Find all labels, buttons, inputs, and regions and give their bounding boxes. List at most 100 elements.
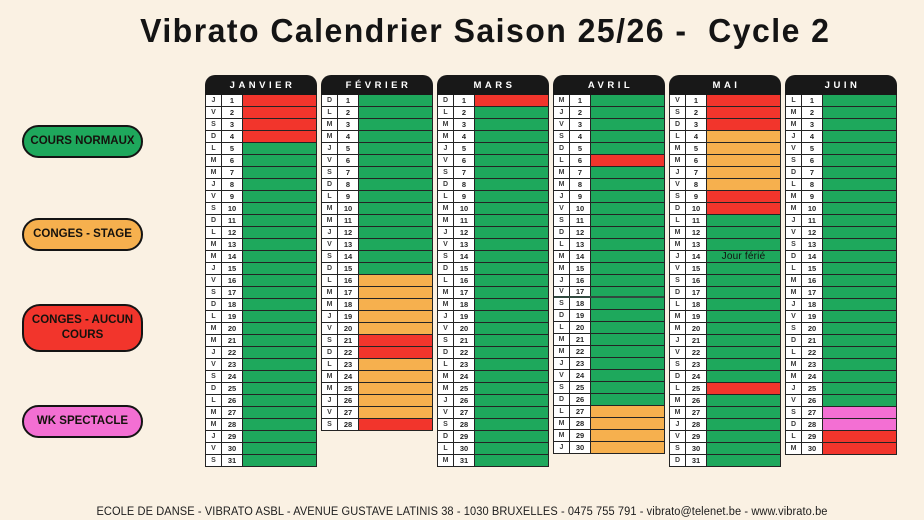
day-letter: J [206, 431, 222, 442]
day-row: V 26 [786, 395, 896, 407]
day-number: 23 [338, 359, 359, 370]
day-cell [707, 107, 780, 118]
day-number: 12 [802, 227, 823, 238]
day-letter: D [206, 383, 222, 394]
day-letter: S [670, 191, 686, 202]
day-number: 7 [338, 167, 359, 178]
day-letter: L [786, 431, 802, 442]
day-number: 18 [338, 299, 359, 310]
day-letter: M [438, 287, 454, 298]
day-number: 14 [686, 251, 707, 262]
day-cell [359, 155, 432, 166]
day-number: 2 [802, 107, 823, 118]
day-cell [823, 203, 896, 214]
day-number: 15 [454, 263, 475, 274]
day-letter: M [786, 191, 802, 202]
day-letter: J [438, 311, 454, 322]
day-number: 5 [686, 143, 707, 154]
day-number: 13 [454, 239, 475, 250]
day-cell [591, 131, 664, 142]
day-letter: M [322, 215, 338, 226]
day-row: M 18 [438, 299, 548, 311]
day-number: 1 [570, 95, 591, 106]
day-number: 6 [222, 155, 243, 166]
day-number: 19 [338, 311, 359, 322]
day-cell [823, 119, 896, 130]
day-letter: V [554, 119, 570, 130]
day-letter: J [206, 347, 222, 358]
day-cell [591, 346, 664, 357]
day-row: M 21 [554, 334, 664, 346]
day-number: 20 [222, 323, 243, 334]
day-row: D 31 [670, 455, 780, 467]
day-cell [475, 275, 548, 286]
day-row: M 13 [206, 239, 316, 251]
day-cell [707, 203, 780, 214]
day-number: 9 [222, 191, 243, 202]
day-letter: M [554, 263, 570, 274]
day-cell [243, 275, 316, 286]
day-cell [475, 407, 548, 418]
day-cell [823, 95, 896, 106]
day-number: 27 [454, 407, 475, 418]
day-cell: Jour férié [707, 251, 780, 262]
day-number: 29 [222, 431, 243, 442]
day-number: 5 [454, 143, 475, 154]
day-letter: J [322, 395, 338, 406]
day-row: S 25 [554, 382, 664, 394]
day-number: 24 [570, 370, 591, 381]
day-cell [359, 335, 432, 346]
day-cell [475, 95, 548, 106]
day-letter: M [322, 299, 338, 310]
day-row: S 17 [206, 287, 316, 299]
day-number: 9 [454, 191, 475, 202]
day-letter: L [786, 347, 802, 358]
day-cell [243, 107, 316, 118]
day-row: M 17 [786, 287, 896, 299]
day-number: 20 [454, 323, 475, 334]
day-row: J 29 [206, 431, 316, 443]
day-row: M 22 [554, 346, 664, 358]
day-number: 11 [802, 215, 823, 226]
day-letter: S [322, 419, 338, 430]
day-cell [359, 107, 432, 118]
day-cell [243, 167, 316, 178]
day-cell [359, 287, 432, 298]
day-row: J 22 [206, 347, 316, 359]
day-row: V 12 [786, 227, 896, 239]
day-cell [475, 215, 548, 226]
day-number: 20 [686, 323, 707, 334]
day-row: M 10 [786, 203, 896, 215]
day-cell [243, 335, 316, 346]
day-row: V 30 [206, 443, 316, 455]
day-cell [475, 371, 548, 382]
day-cell [591, 298, 664, 309]
day-letter: J [670, 419, 686, 430]
day-letter: S [206, 371, 222, 382]
day-number: 6 [686, 155, 707, 166]
day-number: 24 [222, 371, 243, 382]
day-letter: M [670, 407, 686, 418]
day-number: 3 [686, 119, 707, 130]
day-row: L 22 [786, 347, 896, 359]
day-row: V 13 [322, 239, 432, 251]
day-cell [707, 287, 780, 298]
day-letter: D [322, 179, 338, 190]
day-row: V 29 [670, 431, 780, 443]
day-letter: D [322, 263, 338, 274]
day-letter: D [322, 95, 338, 106]
legend-pill-red: CONGES - AUCUN COURS [22, 304, 143, 352]
day-row: M 20 [206, 323, 316, 335]
